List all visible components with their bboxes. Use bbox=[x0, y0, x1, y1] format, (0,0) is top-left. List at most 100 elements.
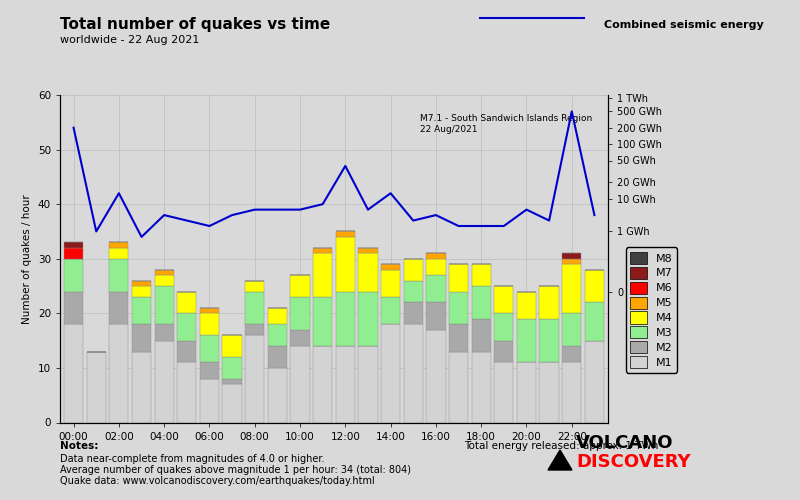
Text: worldwide - 22 Aug 2021: worldwide - 22 Aug 2021 bbox=[60, 35, 199, 45]
Text: Total energy released: approx. 1 TWh: Total energy released: approx. 1 TWh bbox=[464, 441, 658, 451]
Bar bbox=[426, 330, 446, 422]
Bar bbox=[268, 324, 287, 346]
Bar bbox=[381, 270, 400, 297]
Bar bbox=[358, 254, 378, 292]
Bar bbox=[381, 297, 400, 324]
Bar bbox=[313, 248, 332, 254]
Bar bbox=[154, 324, 174, 340]
Text: Data near-complete from magnitudes of 4.0 or higher.: Data near-complete from magnitudes of 4.… bbox=[60, 454, 325, 464]
Bar bbox=[200, 308, 219, 314]
Bar bbox=[222, 379, 242, 384]
Bar bbox=[245, 335, 264, 422]
Bar bbox=[154, 286, 174, 324]
Bar bbox=[471, 352, 491, 422]
Bar bbox=[358, 346, 378, 422]
Bar bbox=[268, 346, 287, 368]
Bar bbox=[154, 270, 174, 275]
Bar bbox=[562, 259, 582, 264]
Text: Combined seismic energy: Combined seismic energy bbox=[604, 20, 764, 30]
Bar bbox=[222, 335, 242, 357]
Bar bbox=[358, 292, 378, 346]
Bar bbox=[86, 352, 106, 422]
Bar bbox=[562, 254, 582, 259]
Bar bbox=[132, 297, 151, 324]
Bar bbox=[132, 286, 151, 297]
Bar bbox=[132, 280, 151, 286]
Bar bbox=[404, 302, 423, 324]
Bar bbox=[539, 362, 558, 422]
Bar bbox=[110, 259, 129, 292]
Bar bbox=[517, 319, 536, 362]
Bar bbox=[64, 248, 83, 259]
Bar bbox=[177, 314, 197, 340]
Bar bbox=[585, 340, 604, 422]
Bar bbox=[177, 362, 197, 422]
Bar bbox=[517, 362, 536, 422]
Text: DISCOVERY: DISCOVERY bbox=[576, 453, 690, 471]
Bar bbox=[585, 302, 604, 341]
Bar bbox=[110, 248, 129, 259]
Bar bbox=[404, 324, 423, 422]
Bar bbox=[132, 324, 151, 351]
Bar bbox=[132, 352, 151, 422]
Text: Quake data: www.volcanodiscovery.com/earthquakes/today.html: Quake data: www.volcanodiscovery.com/ear… bbox=[60, 476, 374, 486]
Text: Average number of quakes above magnitude 1 per hour: 34 (total: 804): Average number of quakes above magnitude… bbox=[60, 465, 411, 475]
Bar bbox=[313, 254, 332, 297]
Bar bbox=[64, 259, 83, 292]
Bar bbox=[404, 259, 423, 280]
Bar bbox=[200, 314, 219, 335]
Bar bbox=[426, 254, 446, 259]
Bar bbox=[336, 292, 355, 346]
Bar bbox=[200, 379, 219, 422]
Bar bbox=[426, 302, 446, 330]
Text: Notes:: Notes: bbox=[60, 441, 98, 451]
Bar bbox=[290, 330, 310, 346]
Bar bbox=[313, 346, 332, 422]
Bar bbox=[336, 346, 355, 422]
Bar bbox=[562, 346, 582, 362]
Bar bbox=[110, 324, 129, 422]
Bar bbox=[426, 275, 446, 302]
Text: VOLCANO: VOLCANO bbox=[576, 434, 674, 452]
Bar bbox=[517, 292, 536, 319]
Bar bbox=[290, 346, 310, 422]
Bar bbox=[336, 237, 355, 292]
Bar bbox=[177, 292, 197, 314]
Bar bbox=[177, 340, 197, 362]
Bar bbox=[471, 286, 491, 319]
Bar bbox=[290, 275, 310, 297]
Bar bbox=[154, 275, 174, 286]
Bar bbox=[290, 297, 310, 330]
Bar bbox=[449, 324, 468, 351]
Bar bbox=[64, 324, 83, 422]
Bar bbox=[404, 280, 423, 302]
Bar bbox=[494, 286, 514, 314]
Text: M7.1 - South Sandwich Islands Region
22 Aug/2021: M7.1 - South Sandwich Islands Region 22 … bbox=[420, 114, 592, 134]
Bar bbox=[449, 292, 468, 324]
Bar bbox=[313, 297, 332, 346]
Bar bbox=[268, 368, 287, 422]
Bar bbox=[494, 362, 514, 422]
Bar bbox=[585, 270, 604, 302]
Bar bbox=[426, 259, 446, 275]
Bar bbox=[64, 292, 83, 324]
Bar bbox=[245, 280, 264, 291]
Bar bbox=[358, 248, 378, 254]
Y-axis label: Number of quakes / hour: Number of quakes / hour bbox=[22, 194, 32, 324]
Bar bbox=[245, 324, 264, 335]
Bar bbox=[562, 264, 582, 314]
Bar bbox=[336, 232, 355, 237]
Bar bbox=[381, 264, 400, 270]
Bar bbox=[494, 340, 514, 362]
Bar bbox=[222, 384, 242, 422]
Bar bbox=[471, 319, 491, 352]
Bar bbox=[449, 264, 468, 291]
Legend: M8, M7, M6, M5, M4, M3, M2, M1: M8, M7, M6, M5, M4, M3, M2, M1 bbox=[626, 248, 677, 372]
Bar bbox=[494, 314, 514, 340]
Bar bbox=[381, 324, 400, 422]
Bar bbox=[539, 286, 558, 319]
Bar bbox=[562, 362, 582, 422]
Bar bbox=[539, 319, 558, 362]
Bar bbox=[110, 242, 129, 248]
Bar bbox=[471, 264, 491, 286]
